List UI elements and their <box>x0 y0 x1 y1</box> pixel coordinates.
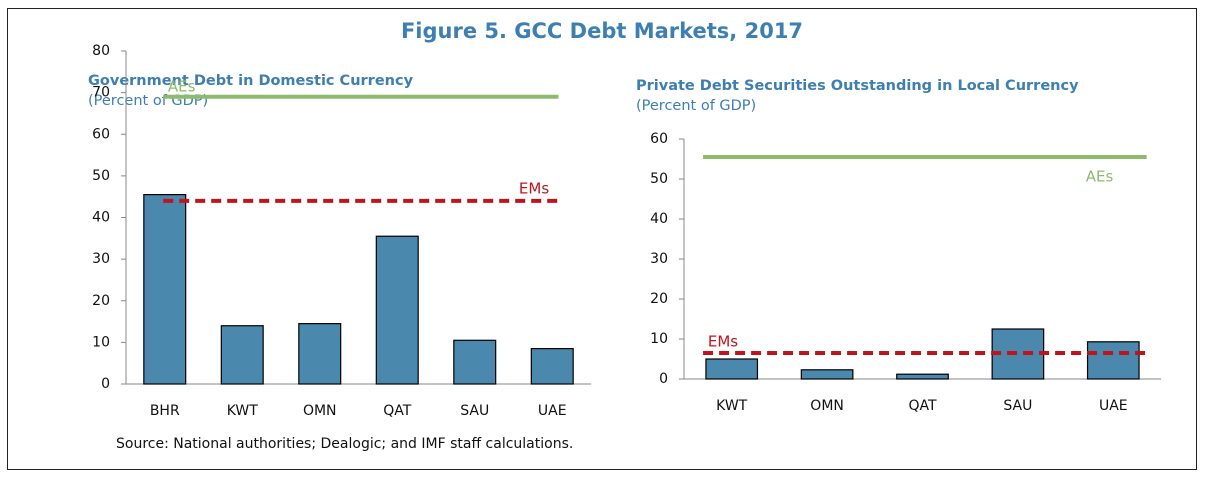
y-tick-label: 30 <box>92 251 110 267</box>
bar <box>375 235 419 385</box>
x-tick-label: QAT <box>908 398 937 414</box>
x-tick-label: SAU <box>1003 398 1032 414</box>
bar <box>530 348 574 385</box>
bar <box>298 323 342 385</box>
x-tick-label: OMN <box>810 398 844 414</box>
x-tick-label: QAT <box>383 403 412 419</box>
reference-label: EMs <box>708 333 738 351</box>
source-note: Source: National authorities; Dealogic; … <box>116 436 574 452</box>
chart-title: Government Debt in Domestic Currency <box>88 73 414 89</box>
bar <box>453 339 497 385</box>
chart-title: Private Debt Securities Outstanding in L… <box>636 78 1079 94</box>
x-tick-label: KWT <box>716 398 748 414</box>
chart-subtitle: (Percent of GDP) <box>636 98 757 114</box>
bar <box>896 373 949 380</box>
charts: 0 10 20 30 40 50 60 70 80 BHR KWT OMN QAT SAU UAE AEs EM… <box>92 43 1161 419</box>
y-tick-label: 50 <box>92 168 110 184</box>
bar <box>800 369 854 380</box>
x-tick-label: KWT <box>227 403 259 419</box>
bar <box>220 325 264 385</box>
y-tick-label: 30 <box>650 251 668 267</box>
y-tick-label: 60 <box>650 131 668 147</box>
reference-label: AEs <box>1086 168 1114 186</box>
reference-label: EMs <box>519 179 549 197</box>
bar <box>705 358 759 380</box>
y-tick-label: 20 <box>92 293 110 309</box>
x-tick-label: SAU <box>460 403 489 419</box>
x-tick-label: UAE <box>1099 398 1128 414</box>
chart-heading: Private Debt Securities Outstanding in L… <box>636 76 1086 116</box>
y-tick-label: 20 <box>650 291 668 307</box>
y-tick-label: 70 <box>92 85 110 101</box>
y-tick-label: 0 <box>659 371 668 387</box>
y-tick-label: 60 <box>92 126 110 142</box>
y-tick-label: 40 <box>92 210 110 226</box>
y-tick-label: 10 <box>92 334 110 350</box>
x-tick-label: UAE <box>538 403 567 419</box>
y-tick-label: 0 <box>101 376 110 392</box>
reference-label: AEs <box>168 77 196 95</box>
x-tick-label: OMN <box>303 403 337 419</box>
figure: Figure 5. GCC Debt Markets, 2017 Governm… <box>7 8 1197 470</box>
y-tick-label: 50 <box>650 171 668 187</box>
y-tick-label: 80 <box>92 43 110 59</box>
y-tick-label: 40 <box>650 211 668 227</box>
bar <box>143 194 187 385</box>
figure-title: Figure 5. GCC Debt Markets, 2017 <box>400 19 804 43</box>
bar <box>1086 341 1140 380</box>
x-tick-label: BHR <box>150 403 180 419</box>
y-tick-label: 10 <box>650 331 668 347</box>
